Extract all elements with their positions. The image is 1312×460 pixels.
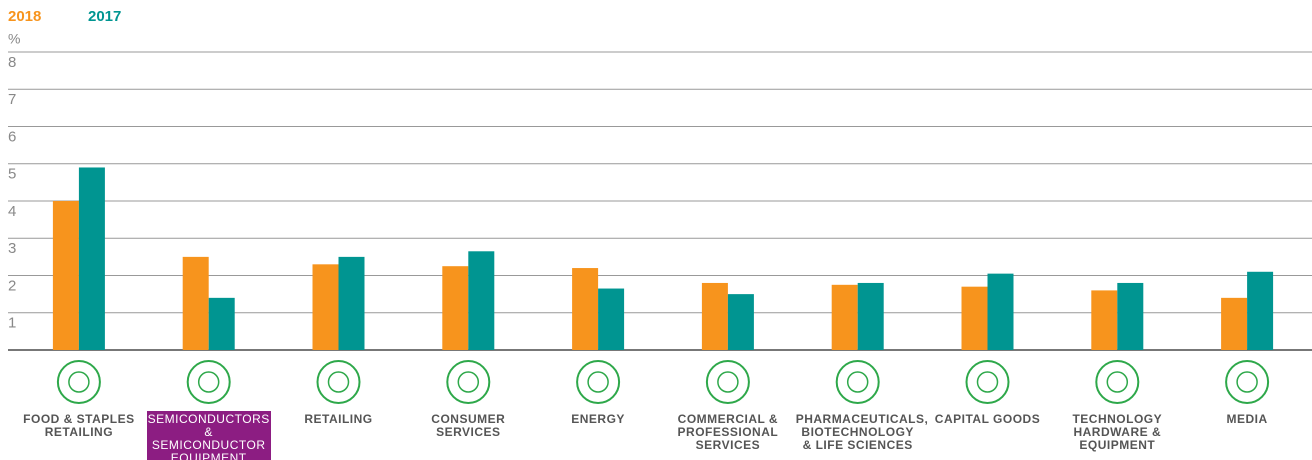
y-tick-label: 1 (8, 315, 16, 332)
icon-ring (835, 360, 880, 404)
bar (52, 201, 79, 350)
icon-glyph (1106, 371, 1129, 393)
icon-ring (705, 360, 750, 404)
icon-ring (1225, 360, 1270, 404)
y-tick-label: 8 (8, 54, 16, 71)
icon-ring (446, 360, 491, 404)
category-label[interactable]: PHARMACEUTICALS, BIOTECHNOLOGY & LIFE SC… (795, 412, 929, 452)
icon-glyph (717, 371, 739, 393)
bar (961, 286, 988, 350)
y-tick-label: 3 (8, 240, 16, 257)
bar (1247, 271, 1274, 350)
icon-glyph (587, 371, 609, 393)
category-icon[interactable] (965, 360, 1010, 404)
category-label[interactable]: TECHNOLOGY HARDWARE & EQUIPMENT (1072, 412, 1163, 452)
bar (1117, 282, 1144, 350)
bar (857, 282, 884, 350)
bar (208, 297, 235, 350)
bar (182, 256, 209, 350)
icon-glyph (976, 371, 999, 393)
category-icon[interactable] (1095, 360, 1140, 404)
icon-ring (1095, 360, 1140, 404)
bar (78, 167, 105, 350)
y-tick-label: 6 (8, 128, 16, 145)
category-icon[interactable] (1225, 360, 1270, 404)
icon-glyph (1236, 371, 1258, 393)
chart: % 1 2 3 4 5 6 7 8 (8, 31, 1312, 404)
icon-glyph (846, 371, 869, 393)
category-icon[interactable] (835, 360, 880, 404)
bar (727, 294, 754, 350)
bar (442, 266, 469, 350)
bar (468, 251, 495, 350)
category-label[interactable]: SEMICONDUCTORS & SEMICONDUCTOR EQUIPMENT (146, 411, 271, 460)
bar (987, 273, 1014, 350)
category-label[interactable]: ENERGY (571, 412, 625, 426)
icon-glyph (68, 371, 90, 393)
bar (1221, 297, 1248, 350)
icon-ring (576, 360, 621, 404)
category-label[interactable]: CONSUMER SERVICES (431, 412, 506, 439)
bar (701, 282, 728, 350)
category-icon[interactable] (186, 360, 231, 404)
category-label[interactable]: MEDIA (1226, 412, 1268, 426)
category-icon[interactable] (705, 360, 750, 404)
icon-ring (186, 360, 231, 404)
category-label[interactable]: COMMERCIAL & PROFESSIONAL SERVICES (677, 412, 779, 452)
bar (338, 256, 365, 350)
category-icon[interactable] (576, 360, 621, 404)
category-icon[interactable] (316, 360, 361, 404)
icon-ring (316, 360, 361, 404)
category-icon[interactable] (56, 360, 101, 404)
y-tick-label: 7 (8, 91, 16, 108)
legend-entry: 2018 (8, 8, 42, 25)
icon-ring (965, 360, 1010, 404)
icon-glyph (457, 371, 480, 393)
icon-ring (56, 360, 101, 404)
category-icon[interactable] (446, 360, 491, 404)
category-label[interactable]: FOOD & STAPLES RETAILING (23, 412, 135, 439)
bar (572, 268, 599, 350)
bar (831, 284, 858, 350)
icon-glyph (197, 371, 220, 393)
legend-entry: 2017 (88, 8, 122, 25)
y-tick-label: 5 (8, 166, 16, 183)
category-label[interactable]: CAPITAL GOODS (934, 412, 1041, 426)
bar (598, 288, 625, 350)
bar (312, 264, 339, 350)
y-unit: % (8, 31, 20, 47)
category-label[interactable]: RETAILING (304, 412, 373, 426)
y-tick-label: 4 (8, 203, 16, 220)
y-tick-label: 2 (8, 277, 16, 294)
icon-glyph (327, 371, 350, 393)
bar (1091, 290, 1118, 350)
